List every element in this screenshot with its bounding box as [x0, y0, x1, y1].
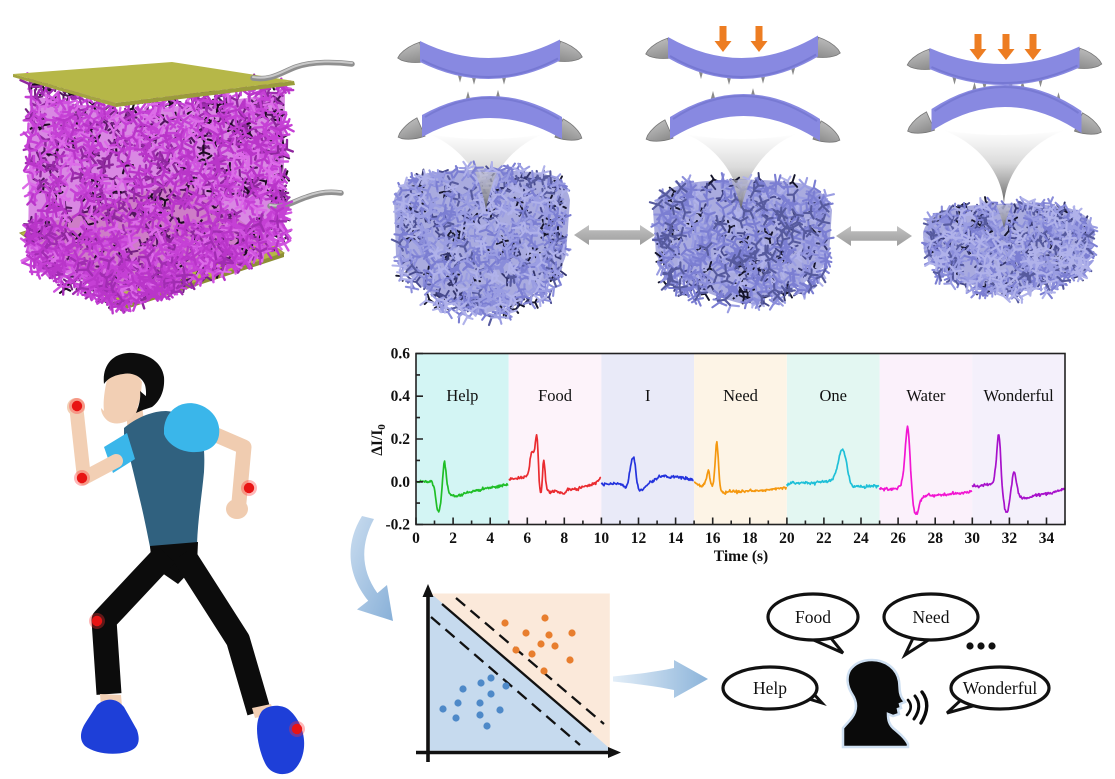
svg-text:Food: Food: [795, 607, 831, 627]
svg-text:30: 30: [965, 530, 981, 547]
svg-text:28: 28: [927, 530, 943, 547]
svg-text:0.4: 0.4: [391, 388, 411, 405]
svg-text:18: 18: [742, 530, 758, 547]
svg-text:34: 34: [1039, 530, 1055, 547]
svg-text:ΔI/I0: ΔI/I0: [369, 424, 388, 456]
svg-text:Help: Help: [753, 678, 787, 698]
svg-text:6: 6: [523, 530, 531, 547]
svg-text:Help: Help: [446, 386, 478, 405]
svg-text:0: 0: [412, 530, 420, 547]
svg-text:-0.2: -0.2: [385, 517, 410, 534]
svg-text:12: 12: [631, 530, 647, 547]
svg-text:10: 10: [594, 530, 610, 547]
svg-text:One: One: [819, 386, 847, 405]
svg-text:Food: Food: [538, 386, 573, 405]
svg-text:Need: Need: [723, 386, 759, 405]
svg-text:0.0: 0.0: [391, 474, 411, 491]
svg-text:2: 2: [449, 530, 457, 547]
svg-text:Wonderful: Wonderful: [963, 678, 1038, 698]
svg-text:Wonderful: Wonderful: [984, 386, 1055, 405]
svg-text:0.6: 0.6: [391, 346, 411, 363]
svg-text:32: 32: [1002, 530, 1018, 547]
svg-text:Need: Need: [913, 607, 950, 627]
svg-text:22: 22: [816, 530, 832, 547]
svg-text:14: 14: [668, 530, 684, 547]
svg-text:24: 24: [853, 530, 869, 547]
svg-text:0.2: 0.2: [391, 431, 411, 448]
svg-text:16: 16: [705, 530, 721, 547]
svg-text:20: 20: [779, 530, 795, 547]
svg-text:8: 8: [560, 530, 568, 547]
svg-text:4: 4: [486, 530, 494, 547]
svg-text:I: I: [645, 386, 651, 405]
svg-text:26: 26: [890, 530, 906, 547]
svg-text:Time (s): Time (s): [714, 548, 768, 565]
svg-text:Water: Water: [906, 386, 945, 405]
